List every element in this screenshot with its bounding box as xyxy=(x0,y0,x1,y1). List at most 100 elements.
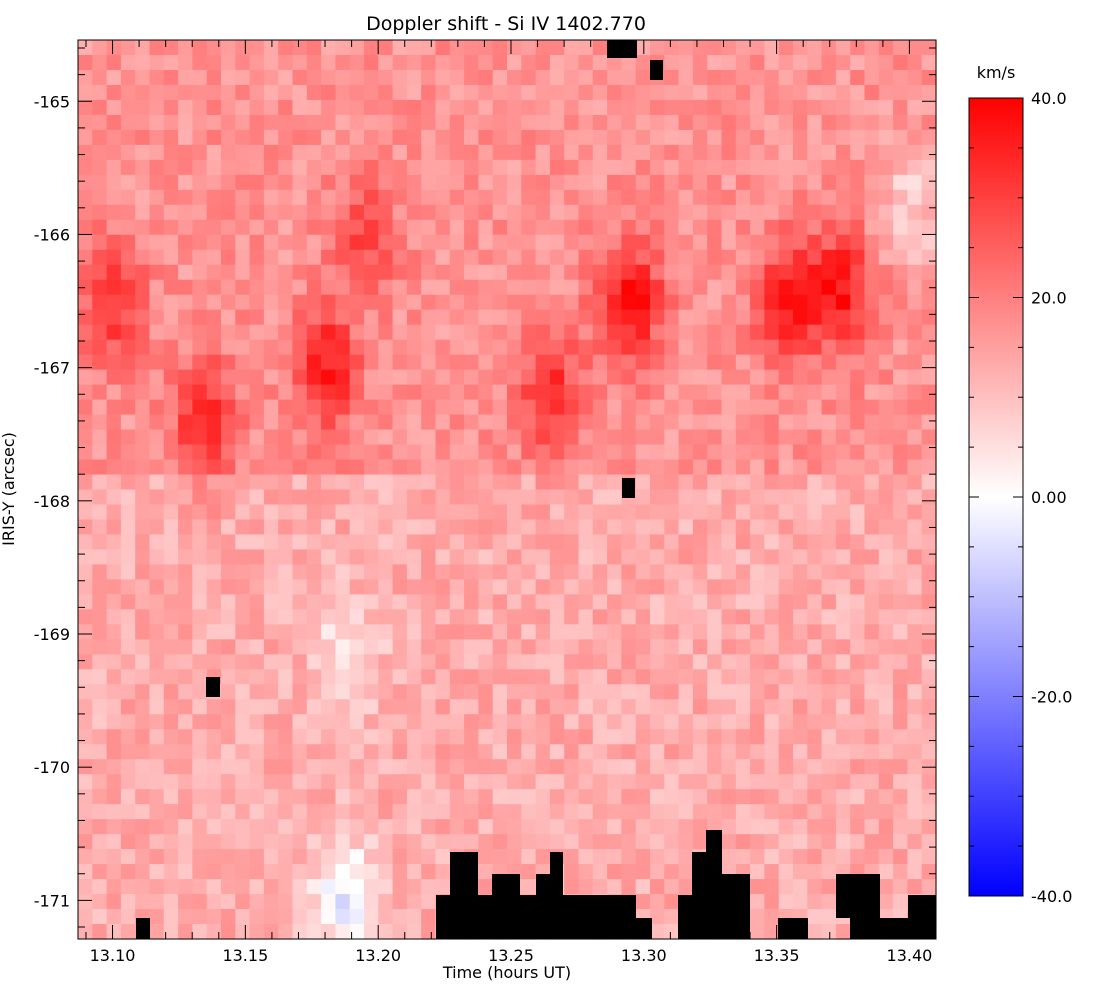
heatmap-cell xyxy=(721,324,737,341)
heatmap-cell xyxy=(306,129,322,146)
heatmap-cell xyxy=(650,729,665,745)
heatmap-cell xyxy=(378,99,394,116)
heatmap-cell xyxy=(664,654,680,670)
missing-data-block xyxy=(492,874,520,896)
heatmap-cell xyxy=(807,774,823,790)
heatmap-cell xyxy=(392,399,408,416)
heatmap-cell xyxy=(206,129,222,146)
heatmap-cell xyxy=(321,459,336,476)
heatmap-cell xyxy=(349,279,365,296)
heatmap-cell xyxy=(864,819,880,835)
heatmap-cell xyxy=(621,759,637,775)
heatmap-cell xyxy=(607,399,622,416)
heatmap-cell xyxy=(263,534,279,551)
heatmap-cell xyxy=(192,609,208,625)
heatmap-cell xyxy=(364,159,379,176)
heatmap-cell xyxy=(392,714,408,730)
heatmap-cell xyxy=(163,834,179,850)
heatmap-cell xyxy=(864,549,880,566)
heatmap-cell xyxy=(292,744,308,760)
x-tick-label: 13.40 xyxy=(887,946,933,965)
heatmap-cell xyxy=(793,249,808,266)
heatmap-cell xyxy=(607,429,622,446)
heatmap-cell xyxy=(793,639,808,655)
heatmap-cell xyxy=(607,99,622,116)
heatmap-cell xyxy=(549,639,565,655)
heatmap-cell xyxy=(492,84,508,101)
heatmap-cell xyxy=(163,909,179,925)
heatmap-cell xyxy=(306,789,322,805)
heatmap-cell xyxy=(492,744,508,760)
heatmap-cell xyxy=(893,144,908,161)
heatmap-cell xyxy=(292,714,308,730)
heatmap-cell xyxy=(306,834,322,850)
heatmap-cell xyxy=(349,339,365,356)
heatmap-cell xyxy=(678,324,694,341)
heatmap-cell xyxy=(621,279,637,296)
heatmap-cell xyxy=(721,819,737,835)
heatmap-cell xyxy=(721,474,737,491)
heatmap-cell xyxy=(692,744,708,760)
heatmap-cell xyxy=(149,399,165,416)
heatmap-cell xyxy=(235,579,251,595)
heatmap-cell xyxy=(521,879,537,895)
heatmap-cell xyxy=(621,309,637,326)
heatmap-cell xyxy=(592,84,608,101)
heatmap-cell xyxy=(163,399,179,416)
heatmap-cell xyxy=(507,834,522,850)
heatmap-cell xyxy=(78,774,93,790)
heatmap-cell xyxy=(750,744,765,760)
heatmap-cell xyxy=(192,879,208,895)
heatmap-cell xyxy=(492,234,508,251)
heatmap-cell xyxy=(707,114,723,131)
heatmap-cell xyxy=(692,699,708,715)
heatmap-cell xyxy=(92,519,108,536)
heatmap-cell xyxy=(349,474,365,491)
heatmap-cell xyxy=(507,159,522,176)
heatmap-cell xyxy=(392,369,408,386)
heatmap-cell xyxy=(878,294,894,311)
heatmap-cell xyxy=(807,744,823,760)
heatmap-cell xyxy=(149,594,165,610)
heatmap-cell xyxy=(621,849,637,865)
heatmap-cell xyxy=(92,309,108,326)
chart-title: Doppler shift - Si IV 1402.770 xyxy=(366,13,646,35)
heatmap-cell xyxy=(635,564,651,580)
heatmap-cell xyxy=(607,369,622,386)
heatmap-cell xyxy=(650,204,665,221)
heatmap-cell xyxy=(378,654,394,670)
missing-data-block xyxy=(722,874,750,896)
heatmap-cell xyxy=(650,99,665,116)
heatmap-cell xyxy=(92,729,108,745)
heatmap-cell xyxy=(421,804,437,820)
heatmap-cell xyxy=(692,99,708,116)
heatmap-cell xyxy=(492,624,508,640)
heatmap-cell xyxy=(149,714,165,730)
heatmap-cell xyxy=(650,429,665,446)
heatmap-cell xyxy=(249,429,265,446)
heatmap-cell xyxy=(92,69,108,86)
heatmap-cell xyxy=(364,924,379,940)
heatmap-cell xyxy=(392,504,408,521)
heatmap-cell xyxy=(850,399,866,416)
heatmap-cell xyxy=(778,84,794,101)
heatmap-cell xyxy=(192,189,208,206)
heatmap-cell xyxy=(850,639,866,655)
heatmap-cell xyxy=(464,474,479,491)
heatmap-cell xyxy=(263,804,279,820)
heatmap-cell xyxy=(478,69,494,86)
heatmap-cell xyxy=(149,519,165,536)
heatmap-cell xyxy=(149,489,165,506)
heatmap-cell xyxy=(492,114,508,131)
heatmap-cell xyxy=(821,384,837,401)
heatmap-cell xyxy=(235,40,251,56)
heatmap-cell xyxy=(635,519,651,536)
heatmap-cell xyxy=(135,714,151,730)
heatmap-cell xyxy=(478,729,494,745)
heatmap-cell xyxy=(106,339,122,356)
heatmap-cell xyxy=(235,234,251,251)
heatmap-cell xyxy=(549,534,565,551)
heatmap-cell xyxy=(449,219,465,236)
heatmap-cell xyxy=(406,219,422,236)
heatmap-cell xyxy=(664,864,680,880)
